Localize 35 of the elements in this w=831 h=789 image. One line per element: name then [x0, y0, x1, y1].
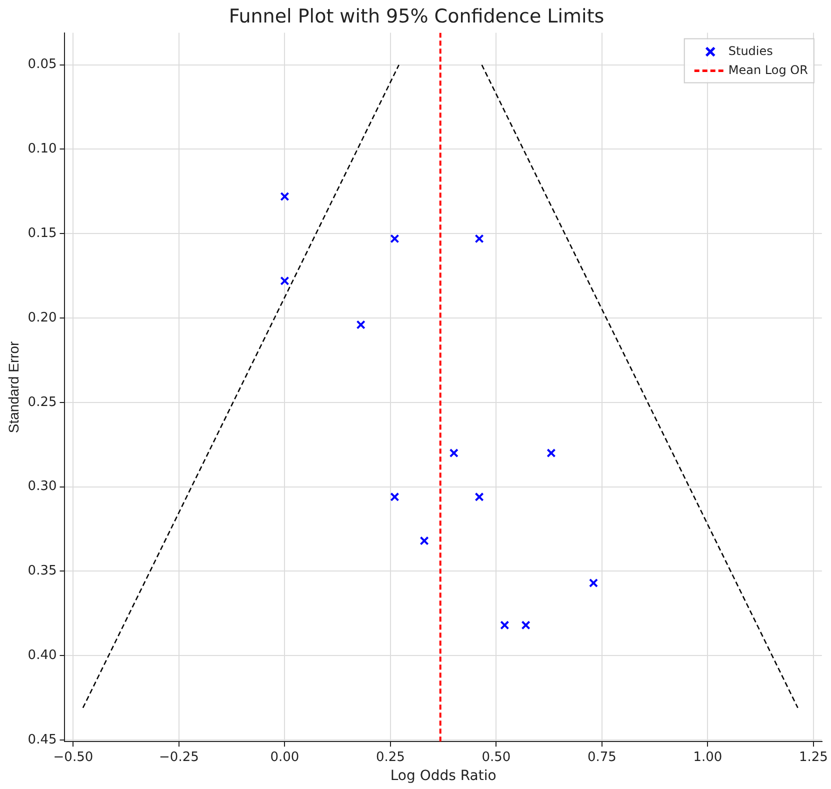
- y-axis-title: Standard Error: [5, 340, 22, 434]
- x-tick-label: 0.00: [270, 750, 300, 765]
- point: [474, 234, 484, 244]
- point: [420, 536, 429, 546]
- y-tick-label: 0.15: [28, 226, 57, 241]
- y-tick-label: 0.10: [28, 142, 57, 157]
- chart-title: Funnel Plot with 95% Confidence Limits: [228, 5, 604, 28]
- y-tick-label: 0.30: [28, 479, 57, 494]
- y-tick-label: 0.35: [28, 564, 57, 579]
- legend-label: Mean Log OR: [728, 62, 808, 77]
- point: [474, 492, 484, 502]
- y-tick-label: 0.20: [28, 310, 57, 326]
- x-tick-label: −0.25: [159, 750, 199, 765]
- y-tick-label: 0.45: [28, 732, 57, 748]
- point: [390, 492, 400, 502]
- point: [449, 448, 458, 458]
- point: [280, 276, 290, 286]
- point: [546, 448, 556, 458]
- x-tick-label: 0.50: [482, 750, 511, 765]
- x-tick-label: 0.75: [587, 750, 616, 765]
- point: [588, 578, 598, 588]
- legend-label: Studies: [728, 44, 773, 58]
- y-tick-label: 0.40: [28, 648, 57, 663]
- x-tick-label: 0.25: [376, 750, 405, 765]
- point: [500, 620, 510, 630]
- y-tick-label: 0.05: [28, 57, 57, 72]
- point: [356, 320, 366, 330]
- x-tick-label: −0.50: [53, 750, 94, 765]
- y-tick-label: 0.25: [28, 394, 57, 410]
- x-axis-title: Log Odds Ratio: [390, 768, 496, 784]
- point: [280, 192, 290, 202]
- point: [521, 620, 530, 630]
- x-tick-label: 1.25: [798, 750, 828, 765]
- point: [390, 234, 400, 244]
- x-tick-label: 1.00: [693, 750, 722, 765]
